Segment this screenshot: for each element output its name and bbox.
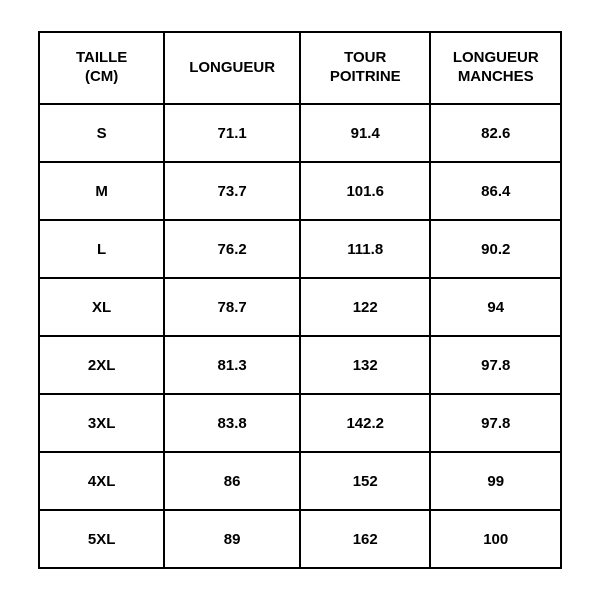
cell-size: 2XL xyxy=(39,336,164,394)
table-row: 5XL 89 162 100 xyxy=(39,510,561,568)
cell-length: 86 xyxy=(164,452,300,510)
table-row: 4XL 86 152 99 xyxy=(39,452,561,510)
cell-length: 76.2 xyxy=(164,220,300,278)
cell-sleeve: 90.2 xyxy=(430,220,561,278)
cell-length: 89 xyxy=(164,510,300,568)
cell-chest: 152 xyxy=(300,452,431,510)
cell-sleeve: 97.8 xyxy=(430,394,561,452)
cell-chest: 162 xyxy=(300,510,431,568)
col-header-length: LONGUEUR xyxy=(164,32,300,104)
cell-size: S xyxy=(39,104,164,162)
cell-size: 4XL xyxy=(39,452,164,510)
cell-chest: 111.8 xyxy=(300,220,431,278)
table-row: 2XL 81.3 132 97.8 xyxy=(39,336,561,394)
cell-length: 78.7 xyxy=(164,278,300,336)
col-header-sleeve: LONGUEUR MANCHES xyxy=(430,32,561,104)
table-row: XL 78.7 122 94 xyxy=(39,278,561,336)
table-row: L 76.2 111.8 90.2 xyxy=(39,220,561,278)
cell-length: 83.8 xyxy=(164,394,300,452)
table-row: M 73.7 101.6 86.4 xyxy=(39,162,561,220)
col-header-size-line2: (CM) xyxy=(85,68,118,85)
cell-sleeve: 94 xyxy=(430,278,561,336)
cell-size: L xyxy=(39,220,164,278)
cell-sleeve: 99 xyxy=(430,452,561,510)
size-chart-container: TAILLE (CM) LONGUEUR TOUR POITRINE LONGU… xyxy=(0,1,600,599)
cell-sleeve: 86.4 xyxy=(430,162,561,220)
cell-chest: 101.6 xyxy=(300,162,431,220)
col-header-chest-line1: TOUR xyxy=(344,49,386,66)
cell-chest: 122 xyxy=(300,278,431,336)
cell-size: 3XL xyxy=(39,394,164,452)
col-header-chest-line2: POITRINE xyxy=(330,68,401,85)
col-header-chest: TOUR POITRINE xyxy=(300,32,431,104)
cell-chest: 142.2 xyxy=(300,394,431,452)
size-chart-table: TAILLE (CM) LONGUEUR TOUR POITRINE LONGU… xyxy=(38,31,562,569)
col-header-sleeve-line1: LONGUEUR xyxy=(453,49,539,66)
table-row: S 71.1 91.4 82.6 xyxy=(39,104,561,162)
col-header-sleeve-line2: MANCHES xyxy=(458,68,534,85)
col-header-size: TAILLE (CM) xyxy=(39,32,164,104)
cell-size: XL xyxy=(39,278,164,336)
table-header-row: TAILLE (CM) LONGUEUR TOUR POITRINE LONGU… xyxy=(39,32,561,104)
cell-size: M xyxy=(39,162,164,220)
cell-length: 81.3 xyxy=(164,336,300,394)
cell-sleeve: 100 xyxy=(430,510,561,568)
cell-chest: 91.4 xyxy=(300,104,431,162)
cell-length: 73.7 xyxy=(164,162,300,220)
cell-sleeve: 97.8 xyxy=(430,336,561,394)
table-row: 3XL 83.8 142.2 97.8 xyxy=(39,394,561,452)
cell-length: 71.1 xyxy=(164,104,300,162)
cell-chest: 132 xyxy=(300,336,431,394)
col-header-size-line1: TAILLE xyxy=(76,49,127,66)
cell-sleeve: 82.6 xyxy=(430,104,561,162)
cell-size: 5XL xyxy=(39,510,164,568)
table-body: S 71.1 91.4 82.6 M 73.7 101.6 86.4 L 76.… xyxy=(39,104,561,568)
